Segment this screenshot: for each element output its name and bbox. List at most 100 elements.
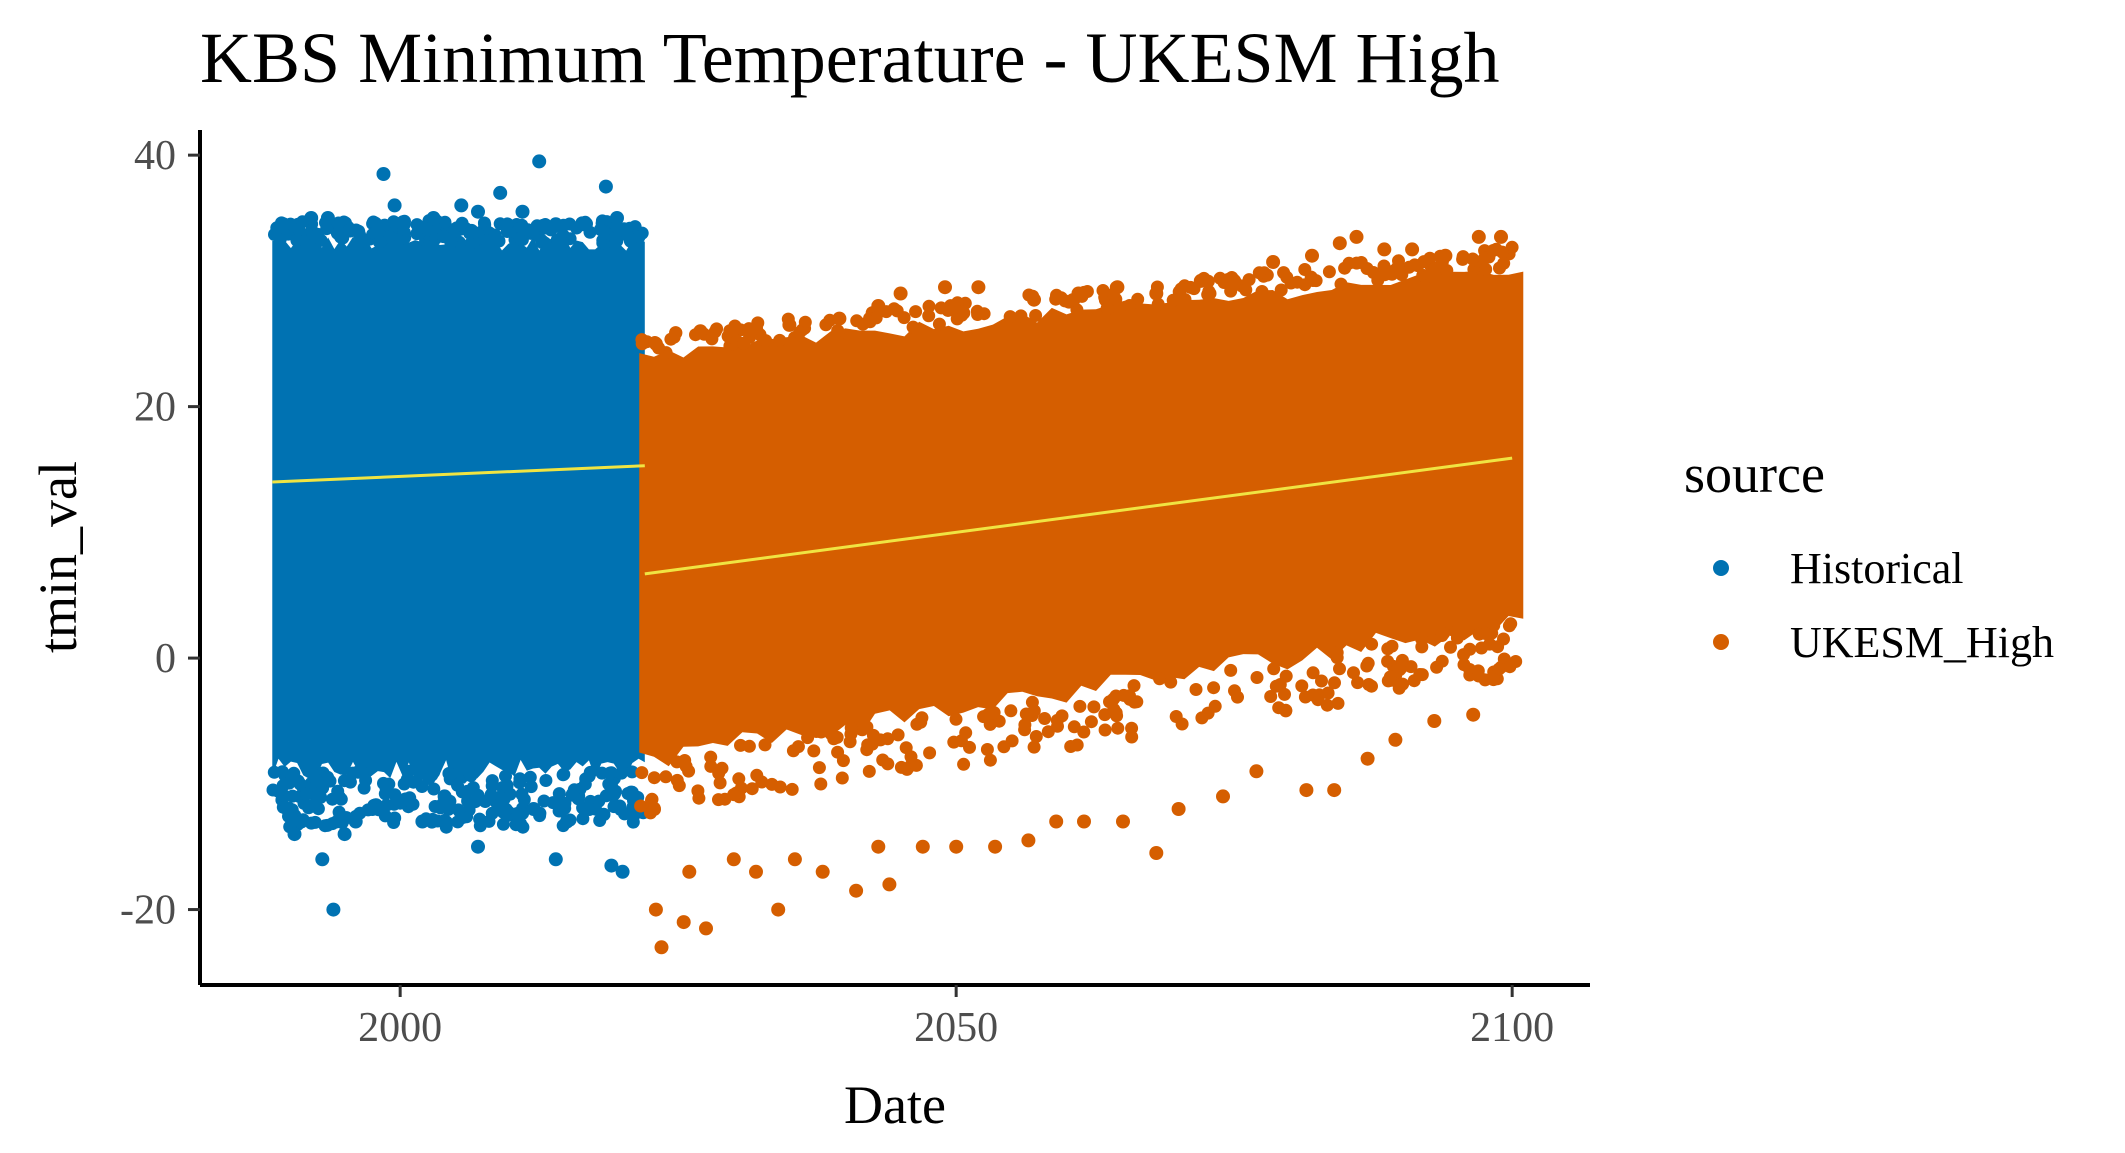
trend-line-ukesm-high: [644, 456, 1513, 576]
data-point: [1315, 674, 1328, 688]
data-point: [699, 921, 713, 936]
data-point: [515, 204, 530, 219]
data-point: [1413, 668, 1427, 681]
data-point: [526, 802, 541, 816]
data-point: [615, 766, 628, 780]
y-ticks: -20 0 20 40: [120, 133, 200, 934]
data-point: [378, 787, 392, 801]
data-point: [1334, 277, 1348, 291]
data-point: [743, 324, 758, 339]
data-point: [758, 738, 772, 752]
x-ticks: 2000 2050 2100: [358, 985, 1554, 1051]
data-point: [1267, 662, 1281, 676]
data-point: [1328, 676, 1341, 690]
data-point: [346, 766, 360, 780]
legend-swatch-historical: [1713, 560, 1729, 576]
data-point: [427, 765, 441, 779]
data-point: [893, 286, 908, 301]
data-point: [555, 235, 569, 249]
data-point: [745, 782, 759, 796]
data-point: [1279, 669, 1293, 683]
data-point: [326, 902, 341, 917]
data-point: [635, 333, 649, 347]
data-point: [1127, 679, 1141, 693]
data-point: [1378, 268, 1392, 282]
data-point: [332, 805, 346, 819]
data-point: [582, 769, 596, 783]
data-point: [293, 777, 307, 791]
data-point: [987, 706, 1001, 720]
data-point: [1281, 653, 1295, 667]
data-point: [468, 795, 482, 809]
data-point: [1388, 732, 1403, 747]
data-point: [980, 743, 994, 756]
data-point: [337, 774, 351, 788]
data-point: [1385, 639, 1399, 653]
data-point: [749, 864, 763, 879]
data-point: [523, 770, 537, 784]
data-point: [451, 803, 465, 817]
data-point: [1487, 619, 1501, 632]
data-point: [771, 902, 786, 917]
data-point: [610, 211, 624, 225]
data-point: [513, 776, 527, 790]
data-point: [1003, 310, 1017, 324]
data-point: [335, 816, 349, 830]
data-point: [949, 712, 963, 726]
data-point: [1252, 266, 1266, 280]
legend: source Historical UKESM_High: [1684, 444, 2054, 667]
data-point: [732, 772, 746, 786]
data-point: [1381, 654, 1395, 668]
data-point: [387, 198, 402, 213]
data-point: [1449, 625, 1463, 639]
data-point: [654, 940, 669, 955]
point-cloud: [272, 235, 645, 784]
point-cloud: [639, 269, 1524, 767]
data-point: [1312, 688, 1326, 702]
data-point: [625, 765, 639, 779]
data-point: [1351, 676, 1365, 690]
data-point: [365, 802, 380, 816]
data-point: [595, 766, 609, 780]
data-point: [493, 185, 508, 200]
data-point: [1479, 262, 1493, 276]
data-point: [1295, 679, 1309, 693]
data-point: [1107, 692, 1120, 706]
data-point: [1327, 783, 1342, 798]
data-point: [406, 775, 420, 789]
data-point: [676, 915, 691, 930]
data-point: [308, 815, 322, 829]
data-point: [1264, 690, 1278, 703]
data-point: [1408, 258, 1422, 272]
data-point: [599, 789, 613, 803]
data-point: [1272, 701, 1286, 715]
data-point: [1298, 690, 1312, 704]
data-point: [713, 776, 727, 790]
data-point: [464, 769, 478, 783]
data-point: [1503, 660, 1517, 674]
data-point: [923, 746, 937, 760]
data-point: [750, 768, 764, 782]
data-point: [787, 852, 802, 867]
data-point: [647, 771, 661, 785]
data-point: [1189, 683, 1203, 696]
data-point: [831, 324, 845, 338]
data-point: [1502, 619, 1516, 633]
data-point: [548, 217, 563, 232]
data-point: [1027, 704, 1041, 718]
data-point: [1365, 637, 1379, 651]
data-point: [904, 750, 918, 764]
data-point: [1208, 699, 1222, 713]
points-layer: [266, 154, 1524, 955]
data-point: [567, 783, 581, 797]
data-point: [782, 317, 797, 332]
data-point: [742, 739, 756, 753]
data-point: [471, 204, 485, 219]
data-point: [1393, 663, 1407, 677]
data-point: [1049, 814, 1064, 829]
data-point: [1018, 718, 1032, 732]
data-point: [1415, 640, 1429, 654]
data-point: [1070, 303, 1084, 317]
data-point: [894, 760, 908, 774]
data-point: [812, 761, 826, 775]
